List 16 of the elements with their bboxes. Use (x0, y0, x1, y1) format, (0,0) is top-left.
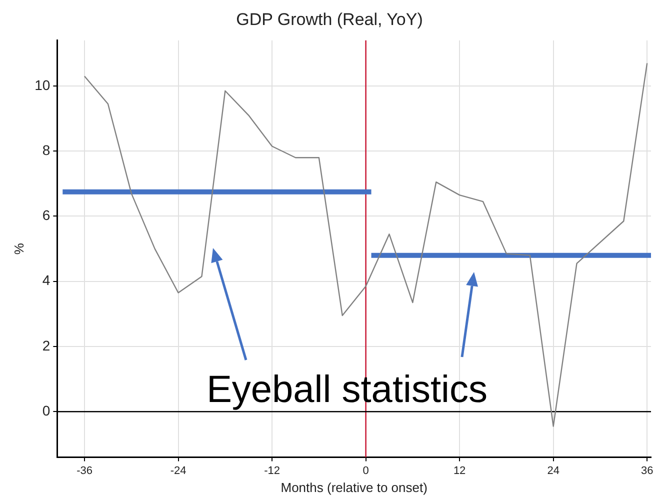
y-tick-label: 4 (42, 272, 50, 288)
x-tick-label: 12 (453, 464, 466, 477)
x-tick-label: 24 (547, 464, 560, 477)
x-tick-label: 0 (362, 464, 369, 477)
x-axis-title: Months (relative to onset) (280, 480, 428, 495)
x-tick-label: -36 (76, 464, 92, 477)
x-tick-label: -24 (170, 464, 186, 477)
y-tick-label: 8 (42, 142, 50, 158)
x-tick-label: 36 (640, 464, 654, 477)
y-axis-title: % (11, 242, 26, 255)
x-tick-label: -12 (264, 464, 280, 477)
y-tick-label: 2 (42, 337, 50, 354)
y-tick-label: 6 (42, 207, 50, 224)
y-tick-label: 0 (42, 402, 50, 418)
chart-title: GDP Growth (Real, YoY) (236, 10, 423, 29)
y-tick-label: 10 (34, 76, 50, 93)
